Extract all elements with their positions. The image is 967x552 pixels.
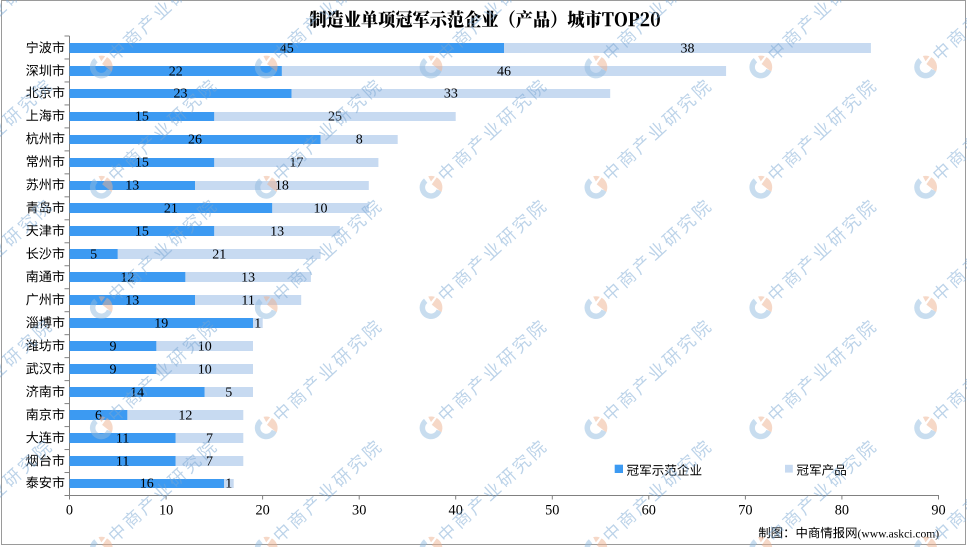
svg-text:46: 46 [497, 65, 511, 80]
svg-text:19: 19 [154, 317, 168, 332]
svg-text:50: 50 [545, 503, 559, 519]
svg-text:38: 38 [681, 42, 695, 57]
svg-text:1: 1 [254, 317, 261, 332]
svg-text:1: 1 [225, 477, 232, 492]
svg-text:5: 5 [90, 248, 97, 263]
svg-text:11: 11 [241, 294, 254, 309]
svg-text:80: 80 [835, 503, 849, 519]
svg-text:13: 13 [270, 225, 284, 240]
svg-text:13: 13 [125, 294, 139, 309]
svg-text:16: 16 [140, 477, 154, 492]
svg-text:15: 15 [135, 110, 149, 125]
svg-text:23: 23 [174, 87, 188, 102]
svg-text:30: 30 [352, 503, 366, 519]
svg-text:0: 0 [66, 503, 73, 519]
svg-text:60: 60 [642, 503, 656, 519]
svg-text:8: 8 [356, 133, 363, 148]
svg-text:13: 13 [125, 179, 139, 194]
svg-text:10: 10 [198, 363, 212, 378]
svg-text:90: 90 [931, 503, 945, 519]
svg-text:12: 12 [178, 409, 192, 424]
svg-text:(www.askci.com): (www.askci.com) [858, 527, 940, 540]
svg-text:7: 7 [206, 432, 213, 447]
svg-text:5: 5 [225, 386, 232, 401]
svg-text:22: 22 [169, 65, 183, 80]
svg-text:15: 15 [135, 156, 149, 171]
svg-text:6: 6 [95, 409, 102, 424]
svg-text:18: 18 [275, 179, 289, 194]
svg-text:33: 33 [444, 87, 458, 102]
svg-text:21: 21 [164, 202, 178, 217]
svg-text:40: 40 [449, 503, 463, 519]
svg-text:9: 9 [110, 340, 117, 355]
svg-text:13: 13 [241, 271, 255, 286]
svg-text:10: 10 [314, 202, 328, 217]
svg-text:26: 26 [188, 133, 202, 148]
svg-text:15: 15 [135, 225, 149, 240]
svg-text:21: 21 [212, 248, 226, 263]
svg-text:70: 70 [738, 503, 752, 519]
svg-text:7: 7 [206, 455, 213, 470]
svg-text:20: 20 [255, 503, 269, 519]
svg-text:11: 11 [116, 455, 129, 470]
svg-text:12: 12 [120, 271, 134, 286]
svg-text:11: 11 [116, 432, 129, 447]
svg-text:10: 10 [159, 503, 173, 519]
svg-text:9: 9 [110, 363, 117, 378]
